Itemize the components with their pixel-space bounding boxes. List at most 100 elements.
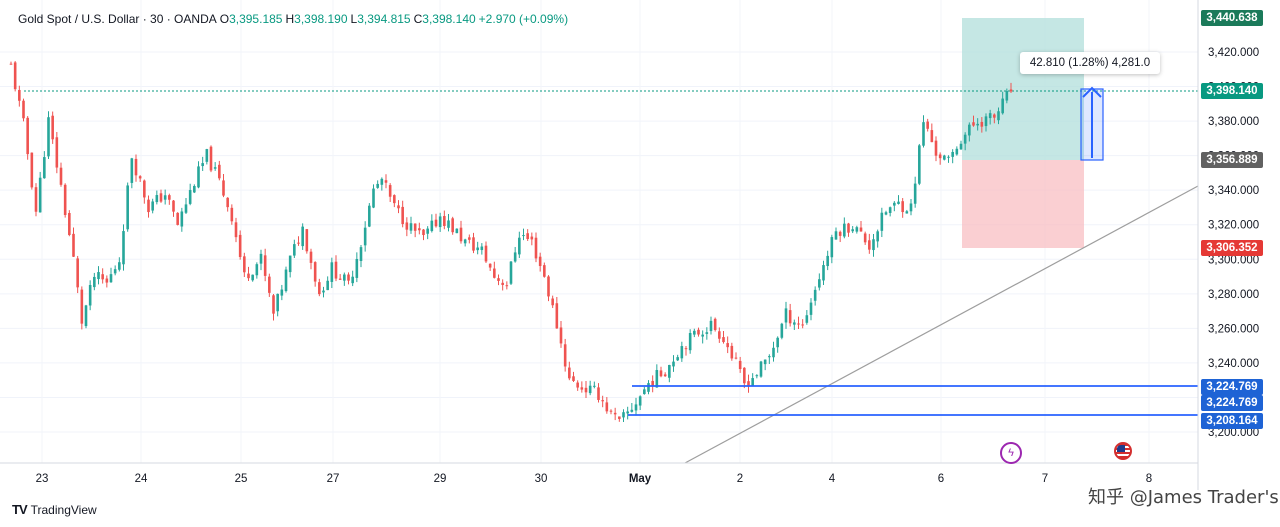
stop-price-tag[interactable]: 3,306.352 (1201, 240, 1263, 256)
candle-body (843, 223, 846, 237)
candle-body (776, 337, 779, 348)
candle-body (751, 378, 754, 386)
target-price-tag[interactable]: 3,440.638 (1201, 10, 1263, 26)
candle-body (759, 361, 763, 377)
candle-body (109, 274, 113, 283)
candle-body (430, 220, 434, 232)
candle-body (793, 322, 796, 325)
candle-body (334, 261, 338, 279)
candle-body (997, 111, 1000, 121)
candle-body (522, 235, 525, 237)
candle-body (555, 303, 559, 329)
candle-body (118, 262, 121, 270)
candle-body (572, 376, 575, 381)
candle-body (463, 239, 467, 244)
us-flag-icon[interactable] (1114, 442, 1132, 460)
candle-body (288, 255, 292, 273)
candle-body (22, 100, 25, 119)
profit-zone[interactable] (962, 18, 1084, 160)
candle-body (626, 411, 629, 414)
candle-body (155, 195, 159, 203)
candle-body (951, 151, 954, 157)
candle-body (363, 227, 367, 246)
candle-body (368, 205, 371, 227)
candle-body (372, 188, 375, 208)
time-axis-label: 8 (1146, 473, 1152, 485)
candle-body (355, 258, 359, 278)
candle-body (43, 157, 46, 179)
candle-body (784, 308, 788, 323)
candle-body (184, 204, 188, 213)
candle-body (422, 229, 425, 236)
tradingview-name: TradingView (30, 502, 97, 517)
candle-body (601, 400, 604, 402)
candle-body (238, 234, 242, 257)
candle-body (697, 329, 700, 335)
price-axis-label: 3,260.000 (1208, 323, 1259, 335)
candle-body (534, 237, 538, 259)
time-axis-label: 27 (327, 473, 340, 485)
candle-body (205, 149, 209, 162)
time-axis-label: 25 (235, 473, 248, 485)
candle-body (930, 130, 934, 143)
support-price-tag-upper-duplicate[interactable]: 3,224.769 (1201, 395, 1263, 411)
lightning-icon[interactable]: ϟ (1000, 442, 1022, 464)
entry-price-tag[interactable]: 3,356.889 (1201, 152, 1263, 168)
ohlc-open: O3,395.185 (219, 12, 283, 26)
candle-body (668, 364, 671, 378)
candle-body (880, 212, 884, 231)
candle-body (947, 156, 950, 158)
candle-body (305, 229, 309, 252)
support-price-tag-upper[interactable]: 3,224.769 (1201, 379, 1263, 395)
candle-body (388, 185, 392, 197)
price-axis-label: 3,340.000 (1208, 185, 1259, 197)
time-axis-label: 4 (829, 473, 836, 485)
candle-body (226, 197, 229, 208)
candle-body (893, 202, 896, 206)
candlestick-series[interactable] (9, 61, 1013, 422)
support-price-tag-lower[interactable]: 3,208.164 (1201, 413, 1263, 429)
candle-body (501, 282, 504, 285)
price-axis-label: 3,200.000 (1208, 427, 1259, 439)
candle-body (268, 276, 271, 293)
candle-body (493, 268, 496, 278)
loss-zone[interactable] (962, 160, 1084, 248)
candle-body (113, 269, 117, 274)
candle-body (618, 416, 621, 419)
candle-body (884, 212, 888, 215)
tradingview-logo[interactable]: TV TradingView (12, 502, 97, 517)
candle-body (101, 274, 104, 280)
candle-body (938, 154, 942, 159)
candle-body (747, 381, 750, 387)
candle-body (143, 180, 146, 198)
trendline[interactable] (684, 185, 1199, 464)
candle-body (609, 410, 613, 412)
candle-body (1001, 98, 1004, 114)
time-axis[interactable]: 23 24 25 27 29 30 May 2 4 6 7 8 (0, 462, 1198, 485)
candle-body (209, 146, 213, 171)
candle-body (134, 158, 138, 176)
candle-body (526, 233, 529, 240)
candle-body (901, 201, 904, 213)
candle-body (909, 203, 913, 212)
candle-body (918, 145, 921, 184)
candle-body (547, 276, 550, 297)
candle-body (201, 163, 204, 167)
candle-body (568, 367, 571, 379)
candle-body (709, 320, 713, 332)
candle-body (488, 263, 492, 268)
symbol-title[interactable]: Gold Spot / U.S. Dollar · 30 · OANDA (18, 12, 217, 26)
candle-body (163, 195, 167, 200)
candle-body (638, 396, 642, 406)
candle-body (309, 251, 313, 263)
candle-body (218, 164, 221, 179)
candle-body (763, 359, 767, 365)
candle-body (688, 333, 692, 351)
candle-body (313, 262, 317, 282)
ohlc-change: +2.970 (+0.09%) (478, 12, 569, 26)
candle-body (326, 280, 329, 291)
current-price-tag[interactable]: 3,398.140 (1201, 83, 1263, 99)
measure-tool[interactable] (1080, 86, 1104, 161)
ohlc-high: H3,398.190 (285, 12, 348, 26)
